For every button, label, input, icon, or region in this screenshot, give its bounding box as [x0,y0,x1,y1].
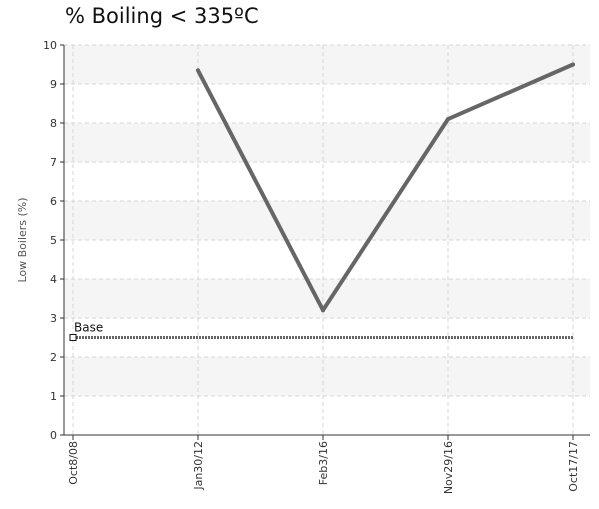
y-axis-label: Low Boilers (%) [16,197,29,282]
y-tick-label: 3 [50,312,57,325]
y-tick-label: 7 [50,156,57,169]
y-tick-label: 10 [43,39,57,52]
plot-band [64,201,590,240]
x-tick-label: Oct8/08 [67,441,80,485]
plot-band [64,279,590,318]
x-tick-label: Oct17/17 [567,441,580,492]
plot-band [64,45,590,84]
data-point [321,308,325,313]
chart-title: % Boiling < 335ºC [65,4,259,28]
baseline-series: Base [69,321,573,341]
plot-band [64,357,590,396]
y-tick-label: 9 [50,78,57,91]
x-tick-label: Jan30/12 [192,441,205,491]
grid-lines [64,44,590,435]
x-tick-labels: Oct8/08 Jan30/12 Feb3/16 Nov29/16 Oct17/17 [67,441,580,494]
data-point [196,68,200,73]
y-tick-label: 2 [50,351,57,364]
series-line [196,62,575,313]
plot-band [64,123,590,162]
x-tick-label: Nov29/16 [442,441,455,494]
y-tick-label: 8 [50,117,57,130]
baseline-label: Base [74,321,103,335]
y-tick-label: 0 [50,429,57,442]
axes [60,44,590,440]
data-point [571,62,575,67]
y-tick-label: 5 [50,234,57,247]
x-tick-label: Feb3/16 [317,441,330,485]
plot-bands [64,45,590,396]
y-tick-labels: 0 1 2 3 4 5 6 7 8 9 10 [43,39,57,442]
data-point [446,117,450,122]
y-tick-label: 4 [50,273,57,286]
baseline-marker [69,334,77,341]
y-tick-label: 6 [50,195,57,208]
y-tick-label: 1 [50,390,57,403]
data-series [196,62,575,313]
